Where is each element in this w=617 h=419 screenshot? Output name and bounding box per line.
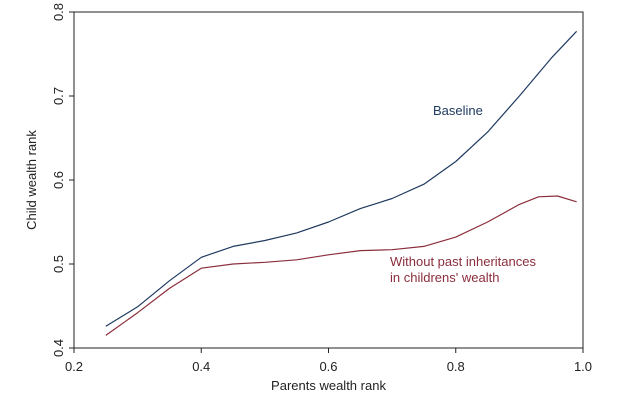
x-tick-label: 0.8: [447, 359, 465, 374]
y-tick-label: 0.4: [51, 339, 66, 357]
y-tick-label: 0.5: [51, 255, 66, 273]
y-axis-title: Child wealth rank: [24, 130, 39, 230]
x-axis: 0.2 0.4 0.6 0.8 1.0: [65, 348, 592, 374]
series-label-line-2: in childrens' wealth: [390, 270, 499, 285]
plot-border: [73, 11, 584, 349]
x-tick-label: 1.0: [574, 359, 592, 374]
series-line-without-inheritances: [105, 195, 577, 336]
x-tick-label: 0.6: [319, 359, 337, 374]
x-tick-label: 0.4: [192, 359, 210, 374]
series-line-baseline: [105, 30, 578, 327]
x-tick-label: 0.2: [65, 359, 83, 374]
series-label-without-inheritances: Without past inheritances in childrens' …: [390, 254, 540, 285]
y-tick-label: 0.6: [51, 171, 66, 189]
y-axis: 0.4 0.5 0.6 0.7 0.8: [51, 3, 74, 357]
y-tick-label: 0.8: [51, 3, 66, 21]
plot-frame: [73, 11, 584, 349]
y-tick-label: 0.7: [51, 87, 66, 105]
series-label-baseline: Baseline: [433, 103, 483, 118]
series-label-line-1: Without past inheritances: [390, 254, 536, 269]
x-axis-title: Parents wealth rank: [271, 378, 386, 393]
series-lines: [105, 30, 578, 336]
